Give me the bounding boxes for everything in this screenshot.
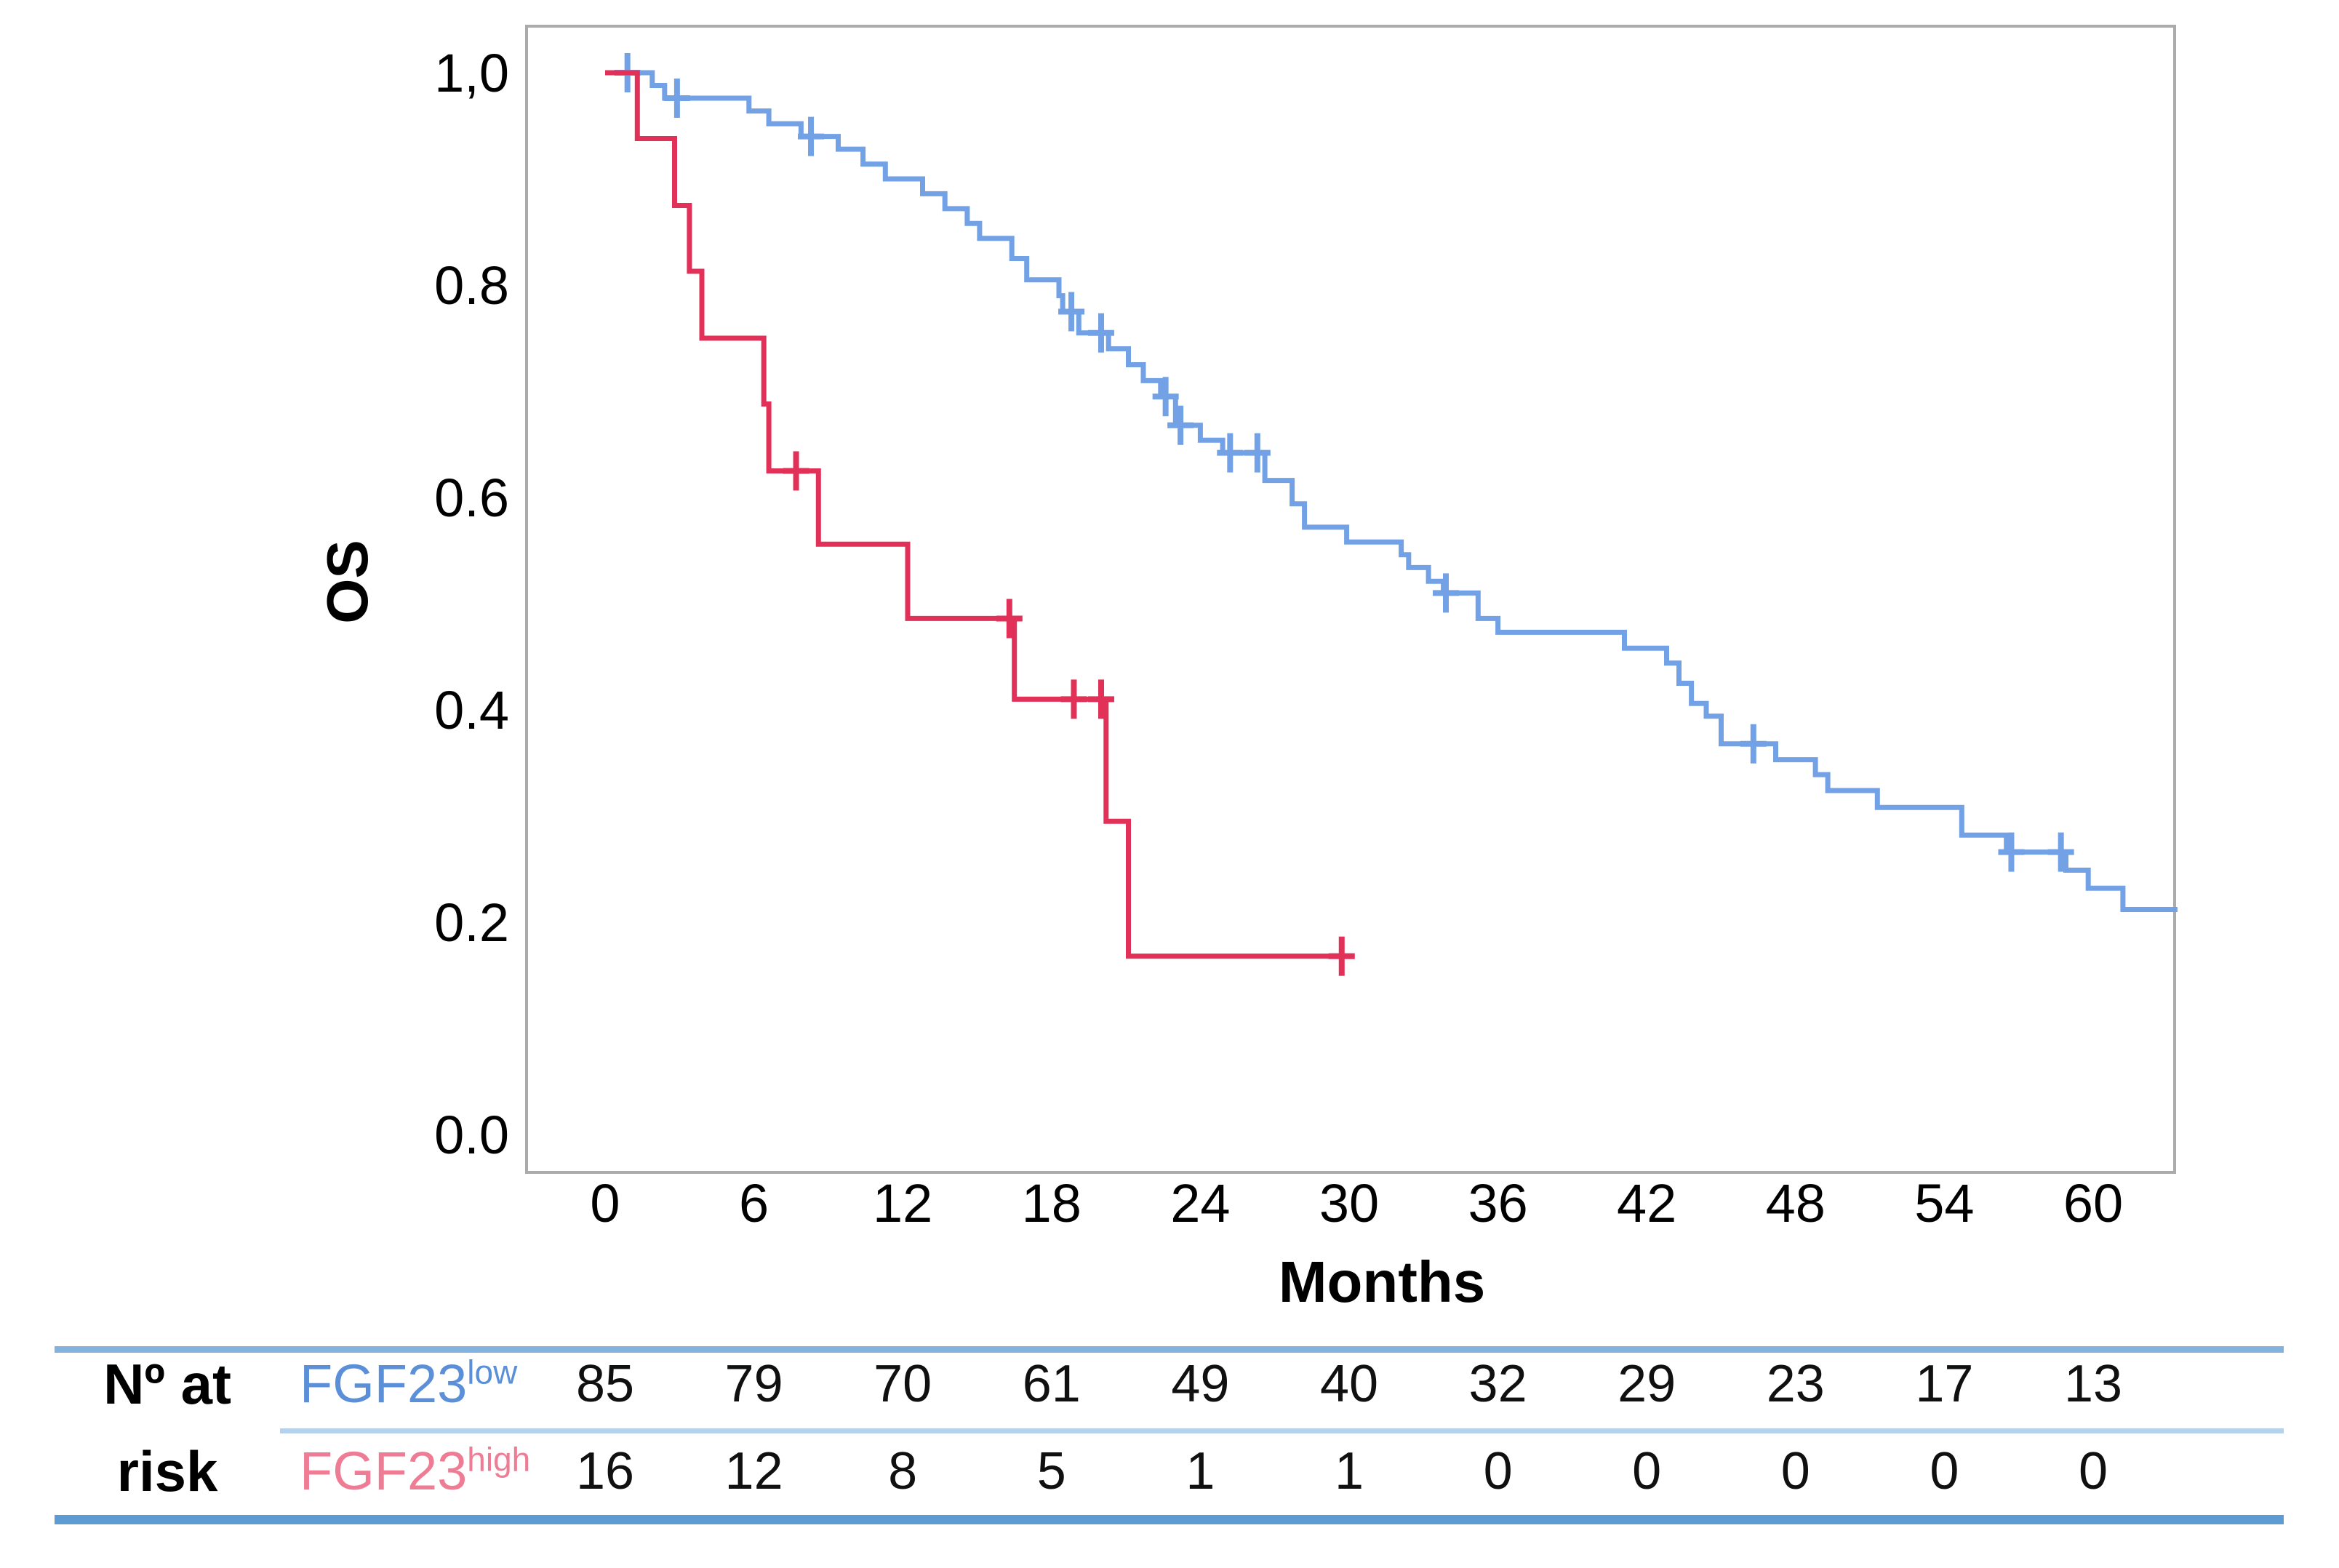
censor-mark-fgf23low bbox=[1167, 405, 1194, 445]
x-tick-label: 42 bbox=[1617, 1173, 1676, 1233]
censor-mark-fgf23low bbox=[1740, 724, 1767, 764]
censor-mark-fgf23low bbox=[1058, 292, 1085, 332]
censor-mark-fgf23low bbox=[1998, 832, 2025, 872]
at-risk-count: 1 bbox=[1334, 1442, 1364, 1500]
at-risk-count: 0 bbox=[1632, 1442, 1662, 1500]
at-risk-count: 12 bbox=[724, 1442, 783, 1500]
censor-mark-fgf23low bbox=[798, 116, 825, 156]
y-tick-label: 0.6 bbox=[434, 468, 509, 528]
fgf23-high-label-base: FGF23 bbox=[300, 1441, 468, 1501]
censor-mark-fgf23high bbox=[1060, 679, 1087, 719]
y-tick-label: 0.8 bbox=[434, 255, 509, 316]
at-risk-count: 0 bbox=[1483, 1442, 1513, 1500]
at-risk-count: 8 bbox=[888, 1442, 918, 1500]
km-curve-fgf23high bbox=[605, 70, 1352, 959]
at-risk-count: 0 bbox=[1930, 1442, 1959, 1500]
at-risk-count: 85 bbox=[575, 1355, 635, 1413]
x-tick-label: 12 bbox=[873, 1173, 932, 1233]
at-risk-count: 17 bbox=[1915, 1355, 1974, 1413]
x-tick-label: 60 bbox=[2063, 1173, 2123, 1233]
at-risk-count: 5 bbox=[1036, 1442, 1066, 1500]
at-risk-count: 32 bbox=[1468, 1355, 1527, 1413]
censor-mark-fgf23low bbox=[1088, 313, 1114, 353]
y-axis-title: OS bbox=[315, 540, 380, 624]
x-tick-label: 18 bbox=[1022, 1173, 1081, 1233]
at-risk-count: 49 bbox=[1171, 1355, 1230, 1413]
fgf23-high-label-sup: high bbox=[467, 1440, 531, 1479]
censor-mark-fgf23low bbox=[1152, 377, 1179, 417]
plot-frame bbox=[525, 25, 2176, 1174]
km-chart: 1,0 0.8 0.6 0.4 0.2 0.0 0 6 12 18 24 30 36 42 48 54 60 O… bbox=[315, 25, 2178, 1314]
x-tick-label: 48 bbox=[1766, 1173, 1826, 1233]
x-tick-label: 36 bbox=[1468, 1173, 1527, 1233]
at-risk-count: 23 bbox=[1766, 1355, 1825, 1413]
x-axis-title: Months bbox=[1279, 1249, 1485, 1314]
at-risk-count: 16 bbox=[575, 1442, 635, 1500]
fgf23-low-label-base: FGF23 bbox=[300, 1353, 468, 1414]
table-top-rule bbox=[55, 1346, 2284, 1353]
x-tick-label: 0 bbox=[590, 1173, 620, 1233]
censor-mark-fgf23high bbox=[783, 451, 809, 491]
x-tick-label: 54 bbox=[1914, 1173, 1974, 1233]
censor-mark-fgf23low bbox=[1432, 573, 1459, 613]
risk-row-label-fgf23-low: FGF23low bbox=[300, 1348, 517, 1420]
at-risk-count: 29 bbox=[1618, 1355, 1676, 1413]
at-risk-count: 0 bbox=[2078, 1442, 2108, 1500]
x-tick-label: 30 bbox=[1319, 1173, 1379, 1233]
y-tick-label: 0.4 bbox=[434, 680, 509, 740]
km-curve-fgf23low bbox=[605, 70, 2178, 912]
censor-mark-fgf23high bbox=[996, 599, 1023, 639]
y-tick-label: 1,0 bbox=[434, 43, 509, 103]
censor-mark-fgf23high bbox=[1328, 936, 1355, 976]
table-bottom-rule bbox=[55, 1515, 2284, 1524]
axis-ticks: 1,0 0.8 0.6 0.4 0.2 0.0 0 6 12 18 24 30 36 42 48 54 60 bbox=[434, 43, 2123, 1233]
at-risk-count: 1 bbox=[1186, 1442, 1215, 1500]
censor-mark-fgf23low bbox=[1217, 433, 1244, 473]
at-risk-count: 13 bbox=[2063, 1355, 2123, 1413]
x-tick-label: 24 bbox=[1170, 1173, 1230, 1233]
censor-mark-fgf23low bbox=[1244, 433, 1271, 473]
x-tick-label: 6 bbox=[739, 1173, 769, 1233]
censor-mark-fgf23high bbox=[1088, 679, 1114, 719]
risk-row-label-fgf23-high: FGF23high bbox=[300, 1435, 530, 1508]
at-risk-count: 0 bbox=[1780, 1442, 1810, 1500]
at-risk-count: 70 bbox=[873, 1355, 932, 1413]
risk-header-line1: Nº at bbox=[103, 1352, 231, 1416]
y-tick-label: 0.0 bbox=[434, 1105, 509, 1165]
survival-curves bbox=[605, 53, 2178, 976]
table-mid-rule bbox=[280, 1428, 2284, 1433]
at-risk-count: 40 bbox=[1319, 1355, 1379, 1413]
censor-mark-fgf23low bbox=[2047, 832, 2074, 872]
at-risk-count: 61 bbox=[1022, 1355, 1081, 1413]
at-risk-count: 79 bbox=[724, 1355, 783, 1413]
y-tick-label: 0.2 bbox=[434, 892, 509, 953]
censor-mark-fgf23low bbox=[663, 79, 690, 119]
risk-header-line2: risk bbox=[116, 1439, 218, 1503]
fgf23-low-label-sup: low bbox=[467, 1353, 518, 1391]
